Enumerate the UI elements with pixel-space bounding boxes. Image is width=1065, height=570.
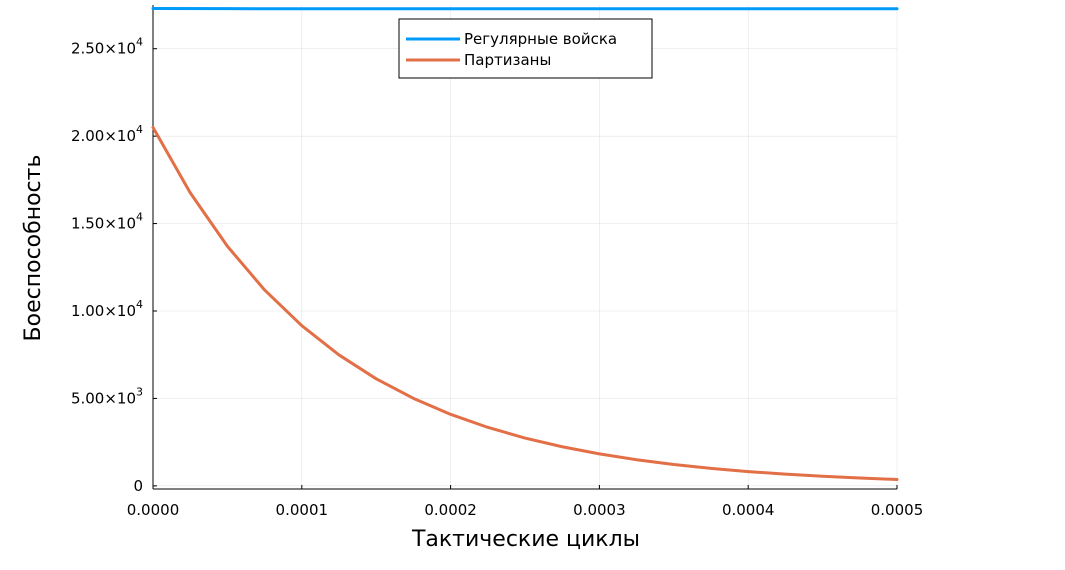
x-axis-title: Тактические циклы — [411, 527, 640, 552]
x-tick-label: 0.0000 — [127, 501, 180, 519]
y-tick-label: 2.00×104 — [71, 123, 143, 145]
y-axis-title: Боеспособность — [21, 155, 46, 342]
tick-labels: 0.0000 0.0001 0.0002 0.0003 0.0004 0.0005 0 5.0… — [71, 36, 923, 519]
x-tick-label: 0.0002 — [424, 501, 477, 519]
grid-lines — [152, 5, 898, 489]
y-tick-label: 1.50×104 — [71, 211, 143, 233]
y-tick-label: 5.00×103 — [71, 385, 143, 407]
x-tick-label: 0.0003 — [573, 501, 626, 519]
legend-label: Партизаны — [464, 51, 551, 69]
y-tick-mantissa: 1.00×10 — [71, 302, 136, 320]
legend-label: Регулярные войска — [464, 30, 617, 48]
y-tick-exponent: 3 — [136, 385, 143, 398]
y-tick-exponent: 4 — [136, 123, 143, 136]
series-layer — [151, 7, 899, 481]
y-tick-mantissa: 2.50×10 — [71, 40, 136, 58]
y-tick-label: 2.50×104 — [71, 36, 143, 58]
x-tick-label: 0.0005 — [871, 501, 924, 519]
series-line-2 — [151, 125, 899, 481]
y-tick-mantissa: 1.50×10 — [71, 215, 136, 233]
y-tick-exponent: 4 — [136, 36, 143, 49]
y-tick-label: 0 — [133, 477, 143, 495]
x-tick-label: 0.0004 — [722, 501, 775, 519]
legend-box — [398, 18, 653, 79]
axes — [152, 5, 898, 490]
y-tick-mantissa: 2.00×10 — [71, 127, 136, 145]
y-tick-mantissa: 5.00×10 — [71, 389, 136, 407]
y-tick-exponent: 4 — [136, 211, 143, 224]
legend: Регулярные войска Партизаны — [398, 18, 653, 79]
y-tick-mantissa: 0 — [133, 477, 143, 495]
x-tick-label: 0.0001 — [276, 501, 329, 519]
y-tick-exponent: 4 — [136, 298, 143, 311]
y-tick-label: 1.00×104 — [71, 298, 143, 320]
